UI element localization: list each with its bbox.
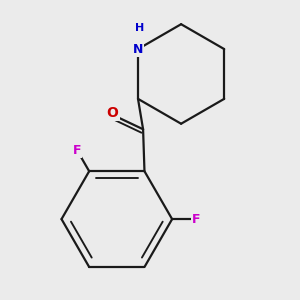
Text: H: H	[136, 23, 145, 33]
Text: N: N	[133, 43, 143, 56]
Text: F: F	[73, 144, 81, 157]
Text: F: F	[192, 213, 201, 226]
Text: O: O	[107, 106, 118, 120]
